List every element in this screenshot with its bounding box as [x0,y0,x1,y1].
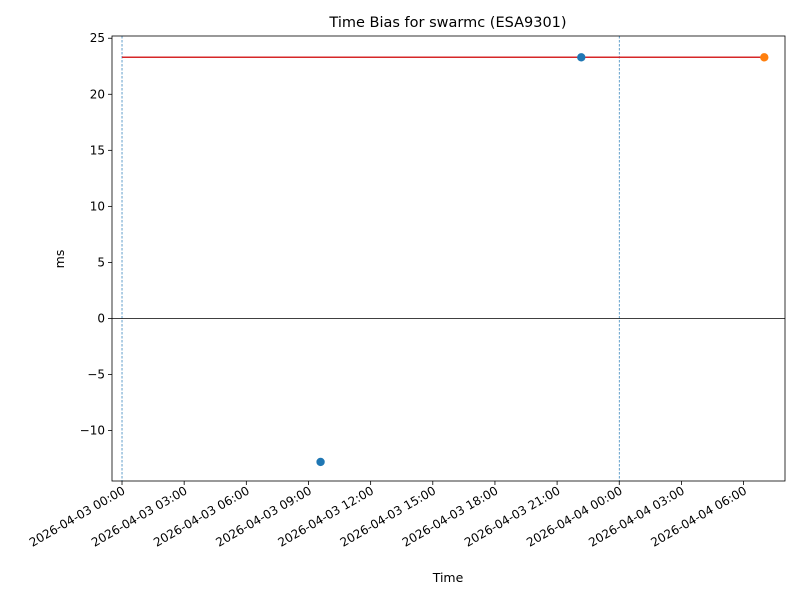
y-axis-label: ms [52,250,67,269]
y-tick-label: 15 [90,143,105,157]
plot-frame [111,35,786,482]
y-tick-label: 10 [90,199,105,213]
y-tick-label: −5 [87,368,105,382]
y-tick-label: 20 [90,87,105,101]
y-tick-label: 25 [90,31,105,45]
plot-area [111,35,786,482]
y-tick-label: 5 [97,255,105,269]
y-tick-label: 0 [97,311,105,325]
chart-title: Time Bias for swarmc (ESA9301) [328,15,566,31]
data-point-s0-0 [316,457,325,467]
y-tick-label: −10 [80,424,105,438]
y-axis: −10 −5 0 5 10 15 20 25 [80,31,112,438]
data-point-s1-0 [760,53,769,62]
x-axis-label: Time [432,570,464,585]
data-point-s0-1 [577,53,586,62]
